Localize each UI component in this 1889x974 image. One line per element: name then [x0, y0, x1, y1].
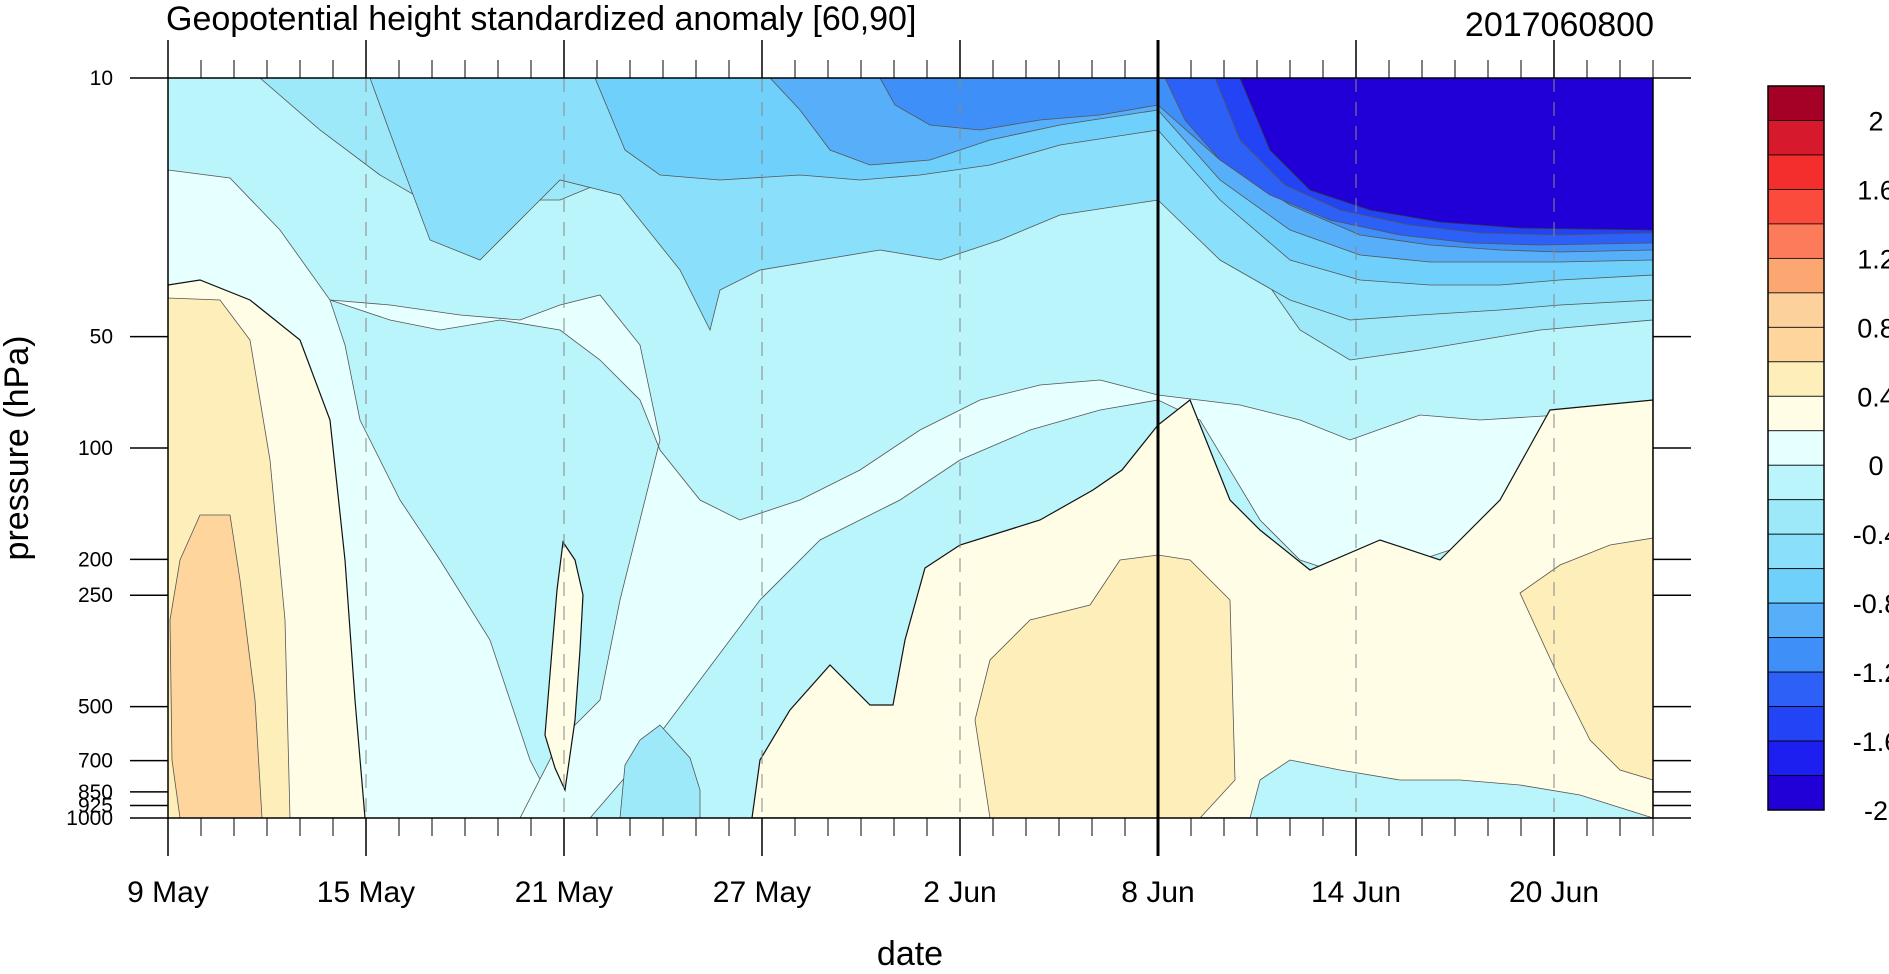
y-axis-title: pressure (hPa) [0, 336, 36, 561]
y-tick-label: 100 [78, 437, 113, 460]
colorbar-swatch [1767, 292, 1825, 328]
colorbar-swatch [1767, 154, 1825, 190]
contour-fill-positive-8jun [974, 554, 1236, 818]
colorbar-frame [1767, 85, 1825, 811]
y-tick-label: 925 [78, 794, 113, 817]
colorbar-swatch [1767, 430, 1825, 466]
colorbar-swatch [1767, 464, 1825, 501]
colorbar-label: -0.8 [1853, 589, 1889, 619]
colorbar-swatch [1767, 257, 1825, 294]
x-tick-label: 21 May [515, 876, 613, 909]
colorbar-label: 0.4 [1857, 382, 1889, 412]
colorbar-label: -2 [1864, 796, 1888, 826]
x-axis-title: date [877, 935, 943, 969]
y-tick-label: 700 [78, 750, 113, 773]
colorbar-swatch [1767, 775, 1825, 811]
colorbar-swatch [1767, 395, 1825, 432]
colorbar-swatch [1767, 223, 1825, 259]
x-tick-label: 8 Jun [1121, 876, 1194, 909]
colorbar-swatch [1767, 533, 1825, 570]
x-tick-label: 20 Jun [1509, 876, 1599, 909]
x-tick-label: 14 Jun [1311, 876, 1401, 909]
colorbar-swatch [1767, 361, 1825, 397]
y-tick-label: 250 [78, 584, 113, 607]
x-axis: 9 May 15 May 21 May 27 May 2 Jun 8 Jun 14 Jun 2… [127, 40, 1654, 909]
colorbar-swatch [1767, 189, 1825, 225]
colorbar-label: 1.2 [1857, 244, 1889, 274]
colorbar-label: -1.6 [1853, 727, 1889, 757]
colorbar-swatch [1767, 85, 1825, 121]
contour-fill-positive-core [169, 514, 263, 818]
contour-fill-negative-max [1239, 78, 1653, 231]
colorbar-swatch [1767, 120, 1825, 156]
colorbar-swatch [1767, 706, 1825, 742]
colorbar-swatch [1767, 740, 1825, 776]
colorbar-swatch [1767, 602, 1825, 639]
colorbar-label: 0 [1868, 451, 1883, 481]
contour-field [168, 78, 1653, 818]
x-tick-label: 2 Jun [923, 876, 996, 909]
colorbar-label: 0.8 [1857, 313, 1889, 343]
date-stamp: 2017060800 [1465, 6, 1654, 44]
y-tick-label: 10 [90, 67, 113, 90]
contour-fill-negative-lower-blob [619, 724, 701, 818]
chart-title: Geopotential height standardized anomaly… [166, 0, 916, 38]
contour-fill-negative-lower-late [1249, 759, 1653, 818]
y-tick-label: 850 [78, 781, 113, 804]
colorbar-swatch [1767, 499, 1825, 535]
x-tick-label: 9 May [127, 876, 209, 909]
y-tick-label: 200 [78, 548, 113, 571]
contour-fill-positive-late-jun [1519, 537, 1653, 781]
colorbar-label: -0.4 [1853, 520, 1889, 550]
y-tick-label: 1000 [66, 807, 113, 830]
y-tick-label: 50 [90, 326, 113, 349]
y-tick-label: 500 [78, 696, 113, 719]
colorbar: 2 1.6 1.2 0.8 0.4 0 -0.4 -0.8 -1.2 -1.6 -2 [1767, 85, 1889, 826]
colorbar-label: 2 [1868, 106, 1883, 136]
colorbar-swatch [1767, 637, 1825, 673]
colorbar-swatch [1767, 326, 1825, 363]
x-tick-label: 15 May [317, 876, 415, 909]
colorbar-swatch [1767, 671, 1825, 707]
x-tick-label: 27 May [713, 876, 811, 909]
colorbar-swatch [1767, 568, 1825, 604]
colorbar-label: 1.6 [1857, 175, 1889, 205]
colorbar-label: -1.2 [1853, 658, 1889, 688]
